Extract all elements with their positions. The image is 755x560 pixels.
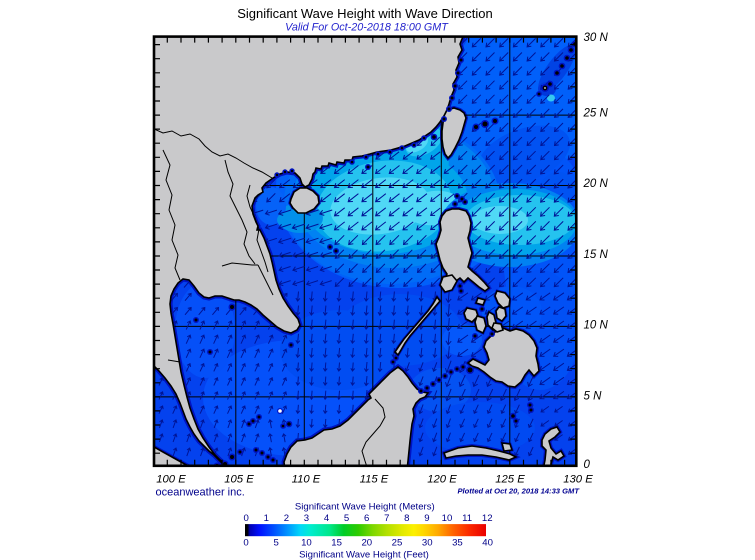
svg-text:40: 40 <box>482 537 493 548</box>
svg-text:0: 0 <box>243 537 248 548</box>
svg-text:7: 7 <box>384 513 389 524</box>
svg-text:0: 0 <box>584 459 591 471</box>
svg-text:115 E: 115 E <box>360 474 389 486</box>
svg-text:35: 35 <box>452 537 463 548</box>
svg-text:105 E: 105 E <box>224 474 254 486</box>
svg-text:130 E: 130 E <box>563 474 593 486</box>
svg-text:12: 12 <box>482 513 493 524</box>
svg-text:10: 10 <box>301 537 312 548</box>
svg-text:15: 15 <box>331 537 342 548</box>
svg-text:10 N: 10 N <box>584 320 609 332</box>
svg-text:5: 5 <box>274 537 279 548</box>
svg-text:1: 1 <box>264 513 269 524</box>
svg-text:11: 11 <box>462 513 472 524</box>
svg-text:0: 0 <box>244 513 249 524</box>
svg-text:Valid For Oct-20-2018 18:00 GM: Valid For Oct-20-2018 18:00 GMT <box>285 21 449 33</box>
svg-text:5 N: 5 N <box>584 391 603 403</box>
svg-text:oceanweather inc.: oceanweather inc. <box>156 487 245 499</box>
svg-text:8: 8 <box>404 513 409 524</box>
svg-text:Significant Wave Height with W: Significant Wave Height with Wave Direct… <box>237 6 493 21</box>
svg-text:10: 10 <box>442 513 453 524</box>
svg-text:30: 30 <box>422 537 433 548</box>
svg-text:5: 5 <box>344 513 349 524</box>
svg-text:20 N: 20 N <box>583 178 609 190</box>
svg-text:20: 20 <box>361 537 372 548</box>
svg-text:15 N: 15 N <box>584 249 609 261</box>
svg-text:2: 2 <box>284 513 289 524</box>
svg-text:3: 3 <box>304 513 309 524</box>
svg-text:30 N: 30 N <box>584 32 609 44</box>
svg-text:125 E: 125 E <box>495 474 525 486</box>
svg-text:Plotted at Oct 20, 2018 14:33: Plotted at Oct 20, 2018 14:33 GMT <box>457 487 580 496</box>
svg-text:120 E: 120 E <box>427 474 457 486</box>
svg-text:6: 6 <box>364 513 369 524</box>
svg-text:9: 9 <box>424 513 429 524</box>
svg-text:25: 25 <box>392 537 403 548</box>
svg-text:110 E: 110 E <box>292 474 321 486</box>
svg-text:Significant Wave Height (Feet): Significant Wave Height (Feet) <box>299 550 429 560</box>
svg-text:Significant Wave Height (Meter: Significant Wave Height (Meters) <box>295 501 435 512</box>
svg-text:100 E: 100 E <box>156 474 186 486</box>
svg-text:25 N: 25 N <box>583 108 609 120</box>
svg-text:4: 4 <box>324 513 330 524</box>
